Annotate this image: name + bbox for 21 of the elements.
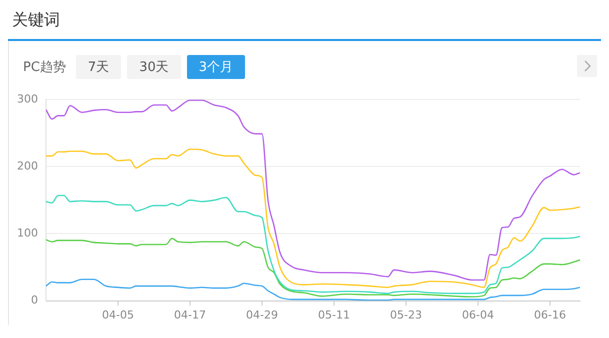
chart-subtitle: PC趋势 [23,59,66,76]
line-series [46,100,580,281]
x-tick-label: 06-16 [534,308,566,322]
y-tick-label: 100 [16,226,38,240]
x-tick-label: 04-29 [246,308,278,322]
line-series [46,238,580,298]
line-series [46,148,580,288]
y-tick-label: 200 [16,160,38,173]
y-tick-label: 0 [30,294,38,307]
x-tick-label: 04-05 [102,308,134,322]
x-tick-label: 05-11 [318,308,350,322]
text: 3个月 [186,55,246,79]
x-tick-label: 04-17 [174,308,206,322]
chart-title: 关键词 [8,8,601,41]
line-series [46,194,580,294]
x-tick-label: 05-23 [390,308,422,322]
x-tick-label: 06-04 [462,308,494,322]
text: 7天 [76,55,122,79]
y-tick-label: 300 [16,92,38,106]
line-series [46,278,580,301]
text: 30天 [127,55,181,79]
